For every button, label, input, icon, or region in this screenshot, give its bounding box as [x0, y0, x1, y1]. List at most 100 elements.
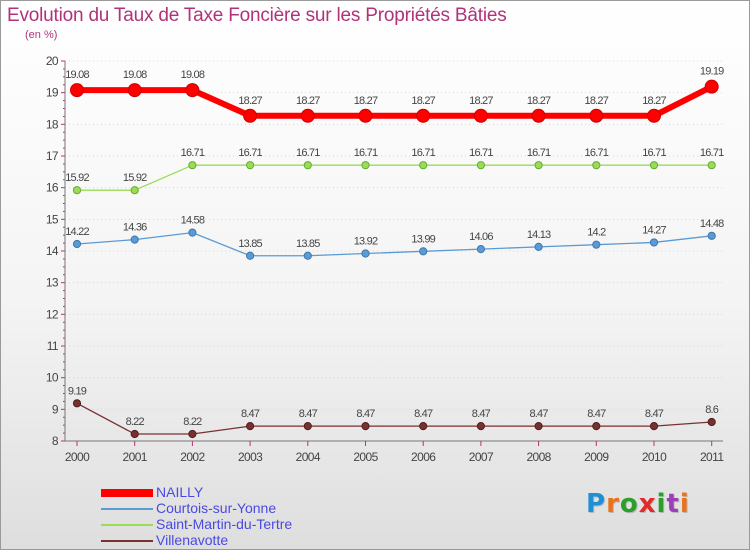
data-label-courtois-sur-yonne: 14.36	[123, 222, 147, 234]
data-point-nailly	[185, 83, 200, 98]
data-label-saint-martin-du-tertre: 15.92	[123, 172, 147, 184]
series-line-saint-martin-du-tertre	[77, 164, 712, 191]
data-point-nailly	[416, 108, 431, 123]
series-line-nailly	[77, 83, 714, 119]
x-tick-label: 2001	[123, 450, 148, 464]
data-label-nailly: 19.08	[181, 69, 205, 81]
data-label-saint-martin-du-tertre: 16.71	[642, 147, 666, 159]
logo-letter: r	[606, 489, 620, 519]
data-label-saint-martin-du-tertre: 16.71	[469, 147, 493, 159]
x-tick-label: 2002	[180, 450, 205, 464]
data-point-villenavotte	[303, 422, 312, 431]
y-tick-label: 10	[46, 371, 59, 385]
x-tick-label: 2003	[238, 450, 263, 464]
data-point-saint-martin-du-tertre	[188, 161, 197, 170]
data-label-saint-martin-du-tertre: 16.71	[411, 147, 435, 159]
data-label-nailly: 19.08	[123, 69, 147, 81]
legend-label-nailly: NAILLY	[156, 484, 204, 500]
data-label-saint-martin-du-tertre: 16.71	[238, 147, 262, 159]
logo-letter: i	[679, 489, 690, 519]
data-label-nailly: 18.27	[642, 95, 666, 107]
data-label-villenavotte: 8.47	[356, 408, 375, 420]
data-point-saint-martin-du-tertre	[534, 161, 543, 170]
legend-swatch-courtois	[101, 508, 153, 510]
data-label-saint-martin-du-tertre: 16.71	[585, 147, 609, 159]
data-label-nailly: 19.19	[700, 66, 724, 78]
legend-item-nailly: NAILLY	[101, 484, 361, 501]
x-tick-label: 2008	[526, 450, 551, 464]
legend-label-villenavotte: Villenavotte	[156, 532, 229, 548]
data-label-courtois-sur-yonne: 13.92	[354, 236, 378, 248]
legend-label-courtois: Courtois-sur-Yonne	[156, 500, 277, 516]
data-label-villenavotte: 8.47	[472, 408, 491, 420]
data-label-courtois-sur-yonne: 14.06	[469, 231, 493, 243]
y-tick-label: 19	[46, 86, 59, 100]
data-point-courtois-sur-yonne	[649, 238, 659, 247]
data-point-villenavotte	[649, 422, 659, 431]
y-tick-label: 13	[46, 276, 59, 290]
proxiti-logo: Proxiti	[586, 489, 690, 519]
data-point-courtois-sur-yonne	[72, 239, 82, 249]
data-label-villenavotte: 8.47	[645, 408, 664, 420]
data-label-courtois-sur-yonne: 14.13	[527, 229, 551, 241]
series-line-courtois-sur-yonne	[76, 231, 712, 257]
logo-letter: t	[666, 489, 680, 519]
data-label-villenavotte: 8.6	[705, 404, 719, 416]
legend-item-saint-martin: Saint-Martin-du-Tertre	[101, 516, 361, 533]
data-point-villenavotte	[476, 422, 485, 431]
logo-letter: P	[586, 489, 607, 519]
x-tick-label: 2006	[411, 450, 436, 464]
x-tick-label: 2000	[65, 450, 90, 464]
x-tick-label: 2004	[296, 450, 321, 464]
data-point-villenavotte	[361, 422, 370, 431]
y-tick-label: 11	[47, 339, 59, 353]
data-label-courtois-sur-yonne: 13.85	[238, 238, 262, 250]
data-point-courtois-sur-yonne	[188, 228, 197, 237]
data-label-nailly: 18.27	[469, 95, 493, 107]
data-label-villenavotte: 9.19	[68, 385, 87, 397]
data-label-nailly: 18.27	[411, 95, 435, 107]
data-label-saint-martin-du-tertre: 16.71	[181, 147, 205, 159]
data-label-villenavotte: 8.47	[299, 408, 318, 420]
data-point-courtois-sur-yonne	[707, 231, 716, 240]
data-point-nailly	[647, 108, 661, 123]
legend-label-saint-martin: Saint-Martin-du-Tertre	[156, 516, 293, 532]
y-tick-label: 16	[46, 181, 59, 195]
data-point-saint-martin-du-tertre	[361, 161, 370, 170]
data-label-villenavotte: 8.47	[241, 408, 260, 420]
data-point-saint-martin-du-tertre	[246, 161, 255, 170]
data-point-villenavotte	[534, 422, 543, 431]
y-tick-label: 15	[46, 212, 59, 226]
data-label-nailly: 18.27	[527, 95, 551, 107]
y-tick-label: 20	[46, 54, 59, 68]
chart-title: Evolution du Taux de Taxe Foncière sur l…	[7, 5, 507, 26]
logo-letter: i	[656, 489, 667, 519]
data-point-villenavotte	[246, 422, 255, 431]
data-label-courtois-sur-yonne: 13.99	[411, 233, 435, 245]
data-point-nailly	[358, 108, 373, 123]
data-label-nailly: 18.27	[238, 95, 262, 107]
data-label-courtois-sur-yonne: 13.85	[296, 238, 320, 250]
logo-letter: x	[638, 489, 657, 519]
data-label-saint-martin-du-tertre: 16.71	[354, 147, 378, 159]
x-tick-label: 2009	[584, 450, 609, 464]
data-label-courtois-sur-yonne: 14.48	[700, 218, 724, 230]
data-point-villenavotte	[707, 417, 716, 427]
data-point-villenavotte	[130, 429, 139, 439]
data-point-courtois-sur-yonne	[534, 242, 543, 251]
data-label-courtois-sur-yonne: 14.22	[65, 226, 89, 238]
data-point-courtois-sur-yonne	[130, 235, 139, 244]
data-point-courtois-sur-yonne	[246, 251, 255, 260]
data-label-nailly: 18.27	[296, 95, 320, 107]
y-tick-label: 12	[46, 307, 59, 321]
data-label-villenavotte: 8.47	[587, 408, 606, 420]
data-point-saint-martin-du-tertre	[707, 161, 716, 170]
data-point-nailly	[531, 108, 546, 123]
data-point-nailly	[70, 83, 84, 98]
x-tick-label: 2011	[700, 450, 724, 464]
x-tick-label: 2010	[642, 450, 667, 464]
data-point-villenavotte	[188, 429, 197, 439]
data-point-nailly	[589, 108, 604, 123]
data-point-nailly	[704, 79, 719, 94]
